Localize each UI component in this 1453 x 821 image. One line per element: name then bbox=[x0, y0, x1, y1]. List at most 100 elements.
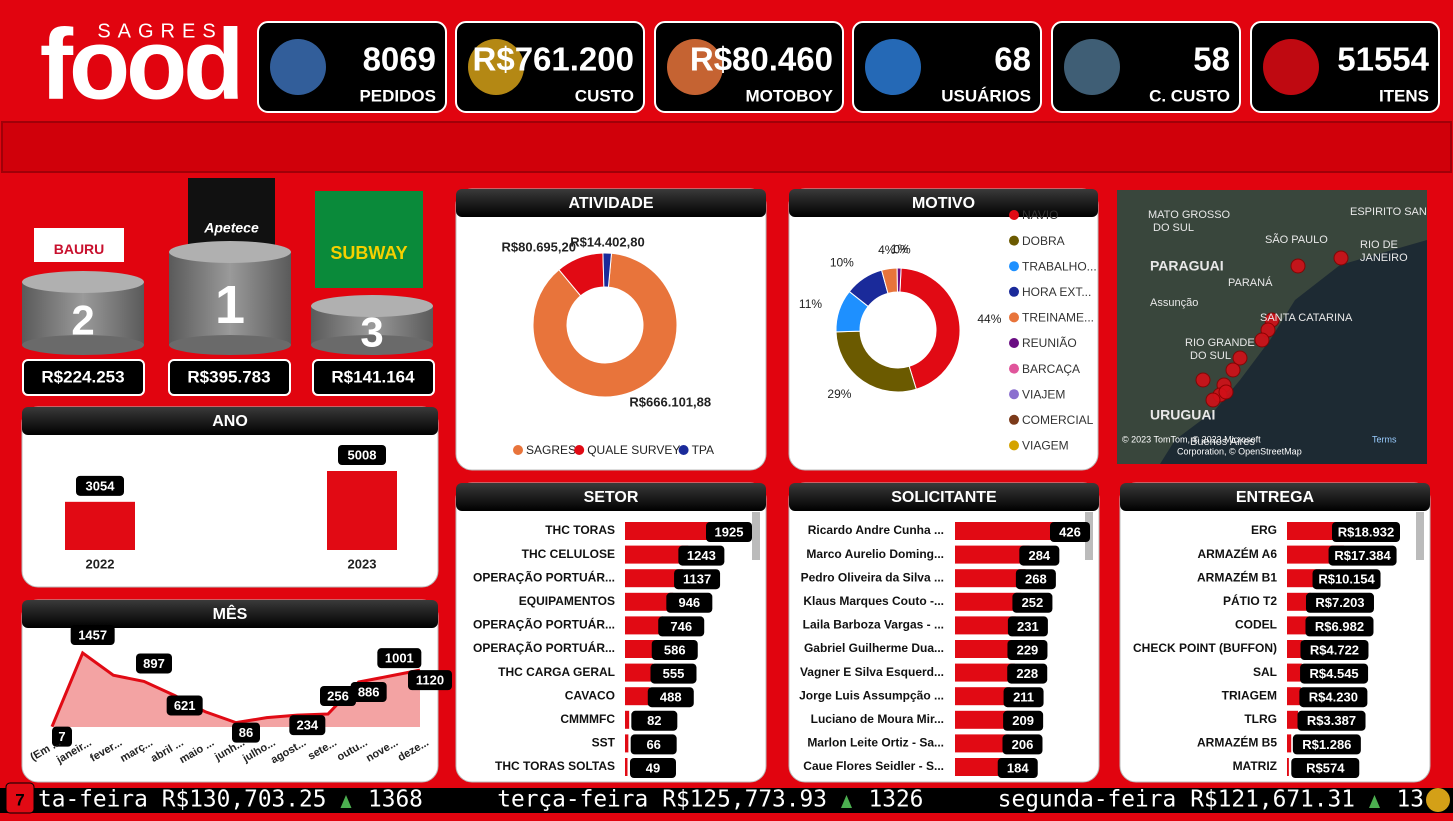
calendar-day: 7 bbox=[15, 790, 24, 809]
logo-text: Apetece bbox=[203, 219, 259, 235]
value-box bbox=[1050, 522, 1090, 542]
y-tick-label: PÁTIO T2 bbox=[1223, 593, 1277, 608]
y-tick-label: Caue Flores Seidler - S... bbox=[803, 759, 944, 773]
ticker: ta-feira R$130,703.25 1368 terça-feira R$125… bbox=[38, 787, 1424, 813]
value-box bbox=[338, 445, 386, 465]
data-label: 1120 bbox=[416, 673, 444, 688]
data-label: 228 bbox=[1016, 666, 1038, 681]
map-bubble bbox=[1225, 362, 1241, 378]
value-box bbox=[136, 653, 172, 674]
brand-small: SAGRES bbox=[97, 20, 222, 42]
value-box bbox=[666, 592, 713, 613]
y-tick-label: Gabriel Guilherme Dua... bbox=[804, 641, 944, 655]
value-box bbox=[1312, 569, 1381, 590]
panel-title-bar bbox=[1120, 483, 1430, 511]
y-tick-label: SST bbox=[592, 736, 616, 750]
value-box bbox=[674, 569, 721, 590]
map-label: PARAGUAI bbox=[1150, 258, 1224, 274]
data-label: R$4.230 bbox=[1309, 690, 1358, 705]
brand: food bbox=[40, 8, 241, 120]
data-label: 82 bbox=[647, 713, 661, 728]
y-tick-label: EQUIPAMENTOS bbox=[519, 594, 615, 608]
legend-dot bbox=[1009, 235, 1019, 246]
map-attribution: Corporation, © OpenStreetMap bbox=[1177, 446, 1302, 456]
kpi-value: 68 bbox=[994, 41, 1031, 78]
legend-label: REUNIÃO bbox=[1022, 336, 1077, 350]
slice bbox=[899, 267, 961, 390]
data-label: 488 bbox=[660, 690, 682, 705]
data-label: R$1.286 bbox=[1302, 737, 1351, 752]
map-bubble bbox=[1333, 250, 1349, 266]
ticker-value: R$130,703.25 bbox=[162, 787, 327, 813]
data-label: 946 bbox=[678, 595, 700, 610]
value-box bbox=[70, 625, 115, 645]
y-tick-label: CMMMFC bbox=[560, 712, 615, 726]
y-tick-label: SAL bbox=[1253, 665, 1277, 679]
y-tick-label: CODEL bbox=[1235, 618, 1277, 632]
y-tick-label: THC TORAS bbox=[545, 523, 615, 537]
x-tick-label: 2022 bbox=[86, 556, 115, 571]
map-bubble bbox=[1232, 350, 1248, 366]
y-tick-label: THC CARGA GERAL bbox=[498, 665, 615, 679]
y-tick-label: TLRG bbox=[1244, 712, 1277, 726]
value-box bbox=[706, 522, 752, 542]
ticker-arrow bbox=[340, 795, 352, 808]
data-label: 10% bbox=[830, 255, 854, 269]
value-box bbox=[1003, 710, 1044, 731]
y-tick-label: CAVACO bbox=[565, 688, 615, 702]
panel-title: SOLICITANTE bbox=[891, 489, 997, 506]
slice bbox=[532, 252, 678, 398]
kpi-value: R$761.200 bbox=[473, 41, 634, 78]
y-tick-label: Vagner E Silva Esquerd... bbox=[800, 665, 944, 679]
y-tick-label: ARMAZÉM B5 bbox=[1197, 735, 1277, 750]
kpi-icon bbox=[270, 39, 326, 95]
kpi-icon bbox=[1064, 39, 1120, 95]
value-box bbox=[52, 726, 72, 747]
legend-dot bbox=[1009, 389, 1019, 400]
bar bbox=[625, 758, 628, 776]
bar bbox=[625, 545, 689, 564]
header-band bbox=[1, 121, 1452, 173]
legend-dot bbox=[513, 445, 523, 455]
value-box bbox=[1007, 616, 1048, 637]
bar bbox=[955, 758, 1004, 776]
legend-label: BARCAÇA bbox=[1022, 362, 1080, 376]
map-label: Buenos Aires bbox=[1190, 436, 1255, 448]
panel-title: ANO bbox=[212, 413, 248, 430]
data-label: 746 bbox=[670, 619, 692, 634]
map-label: DO SUL bbox=[1153, 222, 1194, 234]
value-box bbox=[1012, 592, 1053, 613]
logo bbox=[34, 228, 124, 262]
bar bbox=[625, 640, 655, 658]
legend-label: SAGRES bbox=[526, 443, 576, 457]
bar bbox=[1287, 592, 1311, 611]
map-label: DO SUL bbox=[1190, 350, 1231, 362]
data-label: 897 bbox=[143, 656, 165, 671]
legend-dot bbox=[1009, 414, 1019, 425]
value-box bbox=[631, 710, 678, 731]
kpi-label: CUSTO bbox=[575, 86, 634, 105]
data-label: 1457 bbox=[78, 627, 107, 642]
logo-text: BAURU bbox=[54, 241, 105, 257]
map-label: MATO GROSSO bbox=[1148, 209, 1231, 221]
value-box bbox=[658, 616, 705, 637]
podium-rank: 3 bbox=[360, 309, 383, 356]
legend-dot bbox=[1009, 440, 1019, 451]
legend-label: VIAGEM bbox=[1022, 439, 1069, 453]
podium-value: R$224.253 bbox=[41, 367, 124, 386]
y-tick-label: Luciano de Moura Mir... bbox=[811, 712, 944, 726]
logo-text: SUBWAY bbox=[330, 243, 407, 263]
panel-title-bar bbox=[789, 189, 1098, 217]
y-tick-label: Klaus Marques Couto -... bbox=[803, 594, 944, 608]
value-box bbox=[408, 670, 452, 691]
data-label: 5008 bbox=[348, 447, 377, 462]
bar bbox=[955, 522, 1067, 540]
value-box bbox=[1299, 687, 1368, 708]
y-tick-label: THC CELULOSE bbox=[522, 547, 615, 561]
map-ocean bbox=[1160, 240, 1427, 464]
value-box bbox=[678, 545, 725, 566]
kpi-label: PEDIDOS bbox=[359, 86, 436, 105]
value-box bbox=[647, 687, 694, 708]
area bbox=[52, 653, 420, 727]
